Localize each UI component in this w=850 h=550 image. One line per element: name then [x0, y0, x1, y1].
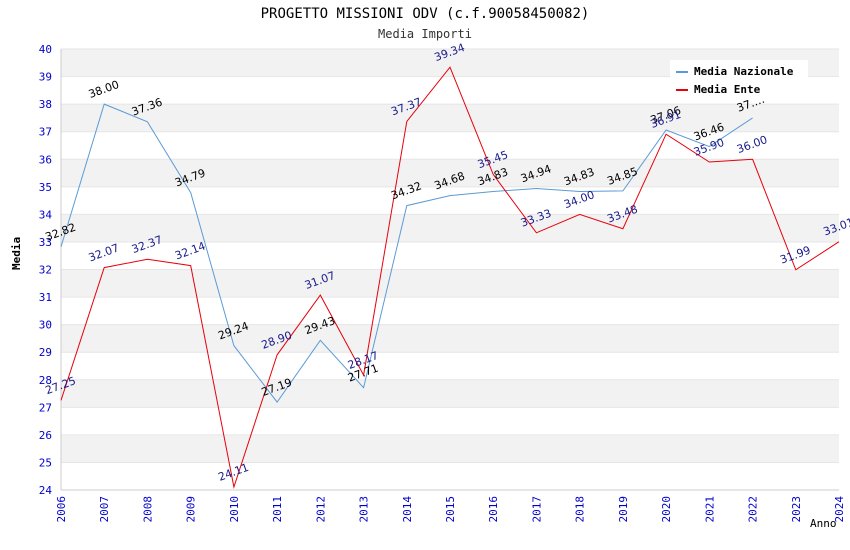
y-axis-label: Media: [10, 236, 23, 270]
y-tick-label: 27: [39, 401, 52, 414]
data-label: 36.00: [735, 133, 769, 156]
x-tick-label: 2012: [314, 496, 327, 523]
x-tick-label: 2014: [401, 496, 414, 523]
data-label: 24.11: [216, 461, 250, 484]
grid-band: [61, 269, 839, 298]
legend-swatch: [676, 89, 688, 91]
x-tick-label: 2017: [530, 496, 543, 523]
x-tick-label: 2016: [487, 496, 500, 523]
y-tick-label: 39: [39, 71, 52, 84]
y-tick-label: 38: [39, 98, 52, 111]
grid-band: [61, 104, 839, 132]
y-tick-label: 26: [39, 429, 52, 442]
legend: Media Nazionale Media Ente: [670, 60, 808, 100]
grid-band: [61, 434, 839, 463]
x-tick-label: 2009: [185, 496, 198, 523]
x-tick-label: 2021: [703, 496, 716, 523]
x-axis-label: Anno: [810, 517, 837, 530]
y-tick-label: 24: [39, 484, 53, 497]
x-tick-label: 2019: [617, 496, 630, 523]
y-tick-label: 30: [39, 319, 52, 332]
y-tick-label: 31: [39, 291, 52, 304]
legend-label: Media Ente: [694, 83, 761, 96]
y-tick-label: 32: [39, 264, 52, 277]
y-tick-label: 33: [39, 236, 52, 249]
data-label: 31.99: [778, 244, 812, 267]
x-tick-label: 2023: [790, 496, 803, 523]
x-tick-label: 2020: [660, 496, 673, 523]
grid-band: [61, 214, 839, 242]
x-tick-label: 2006: [55, 496, 68, 523]
y-tick-label: 37: [39, 126, 52, 139]
y-tick-label: 36: [39, 153, 52, 166]
x-tick-label: 2015: [444, 496, 457, 523]
y-tick-label: 28: [39, 374, 52, 387]
series-line-media-nazionale: [60, 103, 753, 403]
grid-band: [61, 379, 839, 408]
x-tick-label: 2007: [98, 496, 111, 523]
grid-band: [61, 159, 839, 187]
x-tick-label: 2018: [574, 496, 587, 523]
data-label: 32.14: [173, 239, 207, 262]
y-tick-label: 29: [39, 346, 52, 359]
data-label: 32.07: [87, 241, 121, 264]
chart-subtitle: Media Importi: [378, 27, 472, 41]
y-tick-label: 34: [39, 208, 53, 221]
chart-title: PROGETTO MISSIONI ODV (c.f.90058450082): [260, 6, 590, 22]
series-lines: [60, 66, 840, 489]
y-tick-label: 25: [39, 456, 52, 469]
x-tick-label: 2010: [228, 496, 241, 523]
grid-bands: [60, 48, 839, 491]
legend-label: Media Nazionale: [694, 65, 794, 78]
x-tick-label: 2013: [358, 496, 371, 523]
x-tick-label: 2022: [747, 496, 760, 523]
x-tick-label: 2011: [271, 496, 284, 523]
y-tick-label: 35: [39, 181, 52, 194]
y-tick-label: 40: [39, 43, 52, 56]
y-axis-ticks: 24 25 26 27 28 29 30 31 32 33 34 35 36 37 38 39 40: [39, 43, 53, 497]
x-axis-ticks: 2006 2007 2008 2009 2010 2011 2012 2013 2014 2015…: [55, 496, 846, 523]
x-tick-label: 2024: [833, 496, 846, 523]
grid-band: [61, 324, 839, 353]
x-tick-label: 2008: [141, 496, 154, 523]
series-line-media-ente: [60, 66, 840, 489]
data-label: 38.00: [87, 78, 121, 101]
legend-swatch: [676, 71, 688, 73]
